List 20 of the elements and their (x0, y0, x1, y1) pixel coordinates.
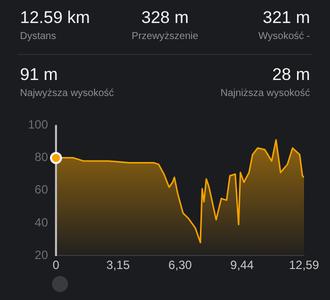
x-tick-label: 0 (52, 258, 60, 272)
text: Wysokość - (258, 31, 310, 42)
y-tick-label: 100 (28, 118, 48, 132)
text: 28 m (271, 65, 310, 85)
x-tick-label: 6,30 (168, 258, 192, 272)
x-tick-label: 12,59 (288, 258, 320, 272)
text: Najwyższa wysokość (20, 88, 114, 99)
y-tick-label: 40 (34, 215, 48, 230)
text: 12.59 km (20, 8, 90, 28)
text: Najniższa wysokość (220, 88, 310, 99)
text: 321 m (262, 8, 310, 28)
y-tick-label: 20 (34, 248, 48, 262)
x-tick-label: 3,15 (106, 258, 130, 272)
text: Przewyższenie (132, 31, 198, 42)
y-tick-label: 60 (34, 182, 48, 197)
text: 91 m (20, 65, 59, 85)
y-tick-label: 80 (34, 150, 48, 164)
text: Dystans (20, 31, 58, 42)
x-tick-label: 9,44 (230, 258, 254, 272)
text: 328 m (140, 8, 190, 28)
